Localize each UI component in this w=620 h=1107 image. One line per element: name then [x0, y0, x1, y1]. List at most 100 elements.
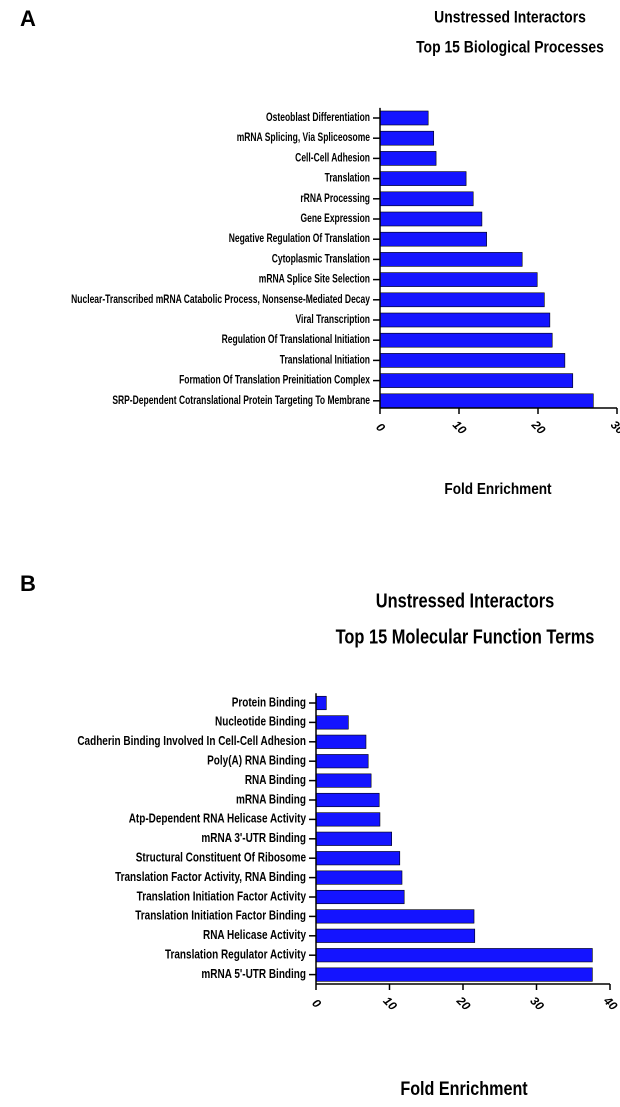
- bar: [379, 110, 429, 126]
- y-tick-label: mRNA Splicing, Via Spliceosome: [237, 132, 371, 145]
- bar: [315, 967, 593, 982]
- y-tick-label: Regulation Of Translational Initiation: [222, 334, 370, 347]
- x-tick-label: 10: [450, 418, 470, 438]
- label-group: Viral Transcription: [295, 314, 370, 327]
- bar: [315, 695, 327, 711]
- x-tick-label: 40: [600, 993, 620, 1013]
- y-tick-label: mRNA 5'-UTR Binding: [201, 968, 306, 981]
- y-tick-label: Translation Regulator Activity: [165, 949, 307, 962]
- title-group: Unstressed Interactors: [434, 8, 586, 27]
- label-group: SRP-Dependent Cotranslational Protein Ta…: [112, 395, 370, 408]
- y-tick-label: Viral Transcription: [295, 314, 370, 327]
- bar: [315, 851, 401, 866]
- label-group: RNA Binding: [245, 774, 306, 787]
- panel-label: A: [20, 6, 36, 31]
- y-tick-label: Translation Factor Activity, RNA Binding: [115, 871, 306, 884]
- x-tick-label: 0: [309, 996, 324, 1011]
- bar: [379, 272, 538, 287]
- x-tick-label: 0: [373, 420, 388, 435]
- label-group: Translational Initiation: [280, 354, 370, 367]
- bar: [315, 948, 593, 963]
- chart-title: Unstressed Interactors: [434, 8, 586, 27]
- bar: [379, 312, 551, 328]
- y-tick-label: Negative Regulation Of Translation: [229, 233, 370, 246]
- y-tick-label: Translation Initiation Factor Binding: [135, 910, 306, 923]
- label-group: Cytoplasmic Translation: [272, 253, 370, 266]
- bar: [315, 792, 380, 808]
- xlabel-group: Fold Enrichment: [400, 1078, 527, 1100]
- y-tick-label: mRNA 3'-UTR Binding: [201, 832, 306, 845]
- bar: [379, 332, 553, 348]
- bar: [379, 130, 435, 146]
- bar: [379, 292, 545, 308]
- y-tick-label: Nuclear-Transcribed mRNA Catabolic Proce…: [71, 294, 370, 307]
- bar: [379, 171, 467, 186]
- bar: [315, 812, 381, 827]
- bar: [315, 889, 405, 905]
- y-tick-label: Translational Initiation: [280, 354, 370, 367]
- bar: [379, 191, 474, 207]
- y-tick-label: Osteoblast Differentiation: [266, 112, 370, 125]
- bar: [315, 928, 476, 943]
- label-group: Osteoblast Differentiation: [266, 112, 370, 125]
- x-tick-label: 20: [453, 993, 473, 1013]
- panel-label: B: [20, 571, 36, 596]
- y-tick-label: Translation: [325, 173, 370, 186]
- y-tick-label: Nucleotide Binding: [215, 716, 306, 729]
- chart-subtitle: Top 15 Molecular Function Terms: [336, 625, 595, 648]
- x-axis-label: Fold Enrichment: [400, 1078, 527, 1100]
- y-tick-label: Translation Initiation Factor Activity: [137, 890, 307, 903]
- label-group: Nuclear-Transcribed mRNA Catabolic Proce…: [71, 294, 370, 307]
- label-group: Poly(A) RNA Binding: [207, 755, 306, 768]
- label-group: mRNA 3'-UTR Binding: [201, 832, 306, 845]
- label-group: Cell-Cell Adhesion: [295, 152, 370, 165]
- bar: [379, 151, 437, 166]
- label-group: Structural Constituent Of Ribosome: [136, 852, 306, 865]
- bar: [315, 773, 372, 788]
- y-tick-label: Atp-Dependent RNA Helicase Activity: [129, 813, 307, 826]
- label-group: Translation Initiation Factor Binding: [135, 910, 306, 923]
- x-tick-label: 10: [380, 994, 400, 1014]
- bar: [315, 715, 349, 730]
- label-group: Atp-Dependent RNA Helicase Activity: [129, 813, 307, 826]
- bar: [315, 754, 369, 769]
- y-tick-label: Gene Expression: [301, 213, 370, 226]
- label-group: Formation Of Translation Preinitiation C…: [179, 375, 370, 388]
- title-group: Top 15 Biological Processes: [416, 38, 604, 57]
- y-tick-label: RNA Binding: [245, 774, 306, 787]
- title-group: Top 15 Molecular Function Terms: [336, 625, 595, 648]
- bar: [379, 353, 566, 368]
- y-tick-label: RNA Helicase Activity: [203, 929, 307, 942]
- bar: [379, 211, 483, 227]
- bar: [379, 373, 574, 388]
- x-tick-label: 30: [527, 994, 547, 1014]
- label-group: mRNA Splicing, Via Spliceosome: [237, 132, 371, 145]
- x-axis-label: Fold Enrichment: [444, 481, 551, 498]
- y-tick-label: rRNA Processing: [300, 193, 370, 206]
- y-tick-label: Cytoplasmic Translation: [272, 253, 370, 266]
- label-group: Regulation Of Translational Initiation: [222, 334, 370, 347]
- bar: [315, 734, 367, 749]
- y-tick-label: mRNA Splice Site Selection: [259, 274, 370, 287]
- label-group: Translation Regulator Activity: [165, 949, 307, 962]
- x-tick-label: 20: [528, 417, 548, 437]
- label-group: rRNA Processing: [300, 193, 370, 206]
- bar: [315, 831, 393, 846]
- label-group: mRNA Splice Site Selection: [259, 274, 370, 287]
- label-group: Translation Factor Activity, RNA Binding: [115, 871, 306, 884]
- label-group: Gene Expression: [301, 213, 370, 226]
- label-group: mRNA Binding: [236, 793, 306, 806]
- label-group: Negative Regulation Of Translation: [229, 233, 370, 246]
- label-group: mRNA 5'-UTR Binding: [201, 968, 306, 981]
- chart-title: Unstressed Interactors: [376, 589, 554, 612]
- label-group: Nucleotide Binding: [215, 716, 306, 729]
- y-tick-label: Poly(A) RNA Binding: [207, 755, 306, 768]
- y-tick-label: Formation Of Translation Preinitiation C…: [179, 375, 370, 388]
- bar: [379, 231, 487, 247]
- title-group: Unstressed Interactors: [376, 589, 554, 612]
- chart-subtitle: Top 15 Biological Processes: [416, 38, 604, 57]
- label-group: Translation Initiation Factor Activity: [137, 890, 307, 903]
- label-group: Cadherin Binding Involved In Cell-Cell A…: [77, 735, 306, 748]
- label-group: Translation: [325, 173, 370, 186]
